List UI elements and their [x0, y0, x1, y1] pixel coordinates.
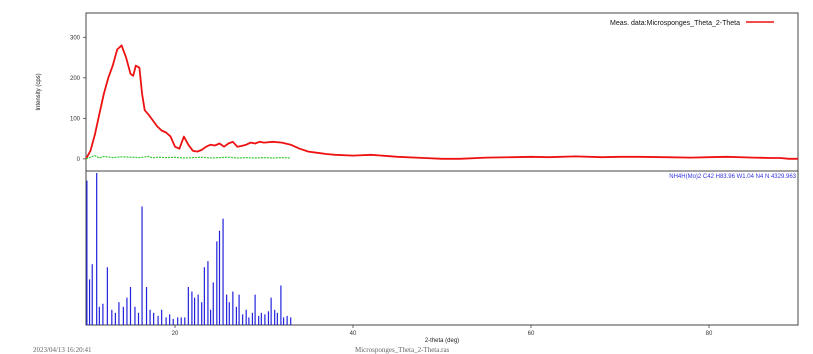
footer-timestamp: 2023/04/13 16:20:41	[33, 346, 92, 354]
reference-plot-frame	[85, 170, 799, 326]
x-tick-label: 60	[528, 331, 535, 337]
main-plot-frame	[85, 12, 799, 172]
x-axis-ticks: 20 40 60 80	[172, 325, 713, 337]
y-tick-label: 200	[70, 76, 81, 82]
x-axis-label: 2-theta (deg)	[425, 338, 459, 344]
y-tick-label: 100	[70, 116, 81, 122]
reference-bars	[86, 173, 292, 325]
difference-line	[85, 155, 291, 160]
y-axis-ticks: 0 100 200 300	[70, 35, 86, 163]
series-layer	[85, 44, 798, 160]
x-tick-label: 20	[172, 331, 179, 337]
footer-filename: Microsponges_Theta_2-Theta.ras	[355, 346, 450, 354]
y-tick-label: 0	[77, 157, 81, 163]
measured-data-line	[85, 44, 798, 160]
legend-label: Meas. data:Microsponges_Theta_2-Theta	[610, 20, 740, 27]
y-tick-label: 300	[70, 35, 81, 41]
x-tick-label: 80	[706, 331, 713, 337]
x-tick-label: 40	[350, 331, 357, 337]
legend: Meas. data:Microsponges_Theta_2-Theta	[610, 20, 774, 27]
y-axis-label: Intensity (cps)	[36, 73, 42, 110]
reference-label: NH4H(Mo)2 C42 H83.96 W1.04 N4 N 4329.963	[669, 174, 796, 180]
